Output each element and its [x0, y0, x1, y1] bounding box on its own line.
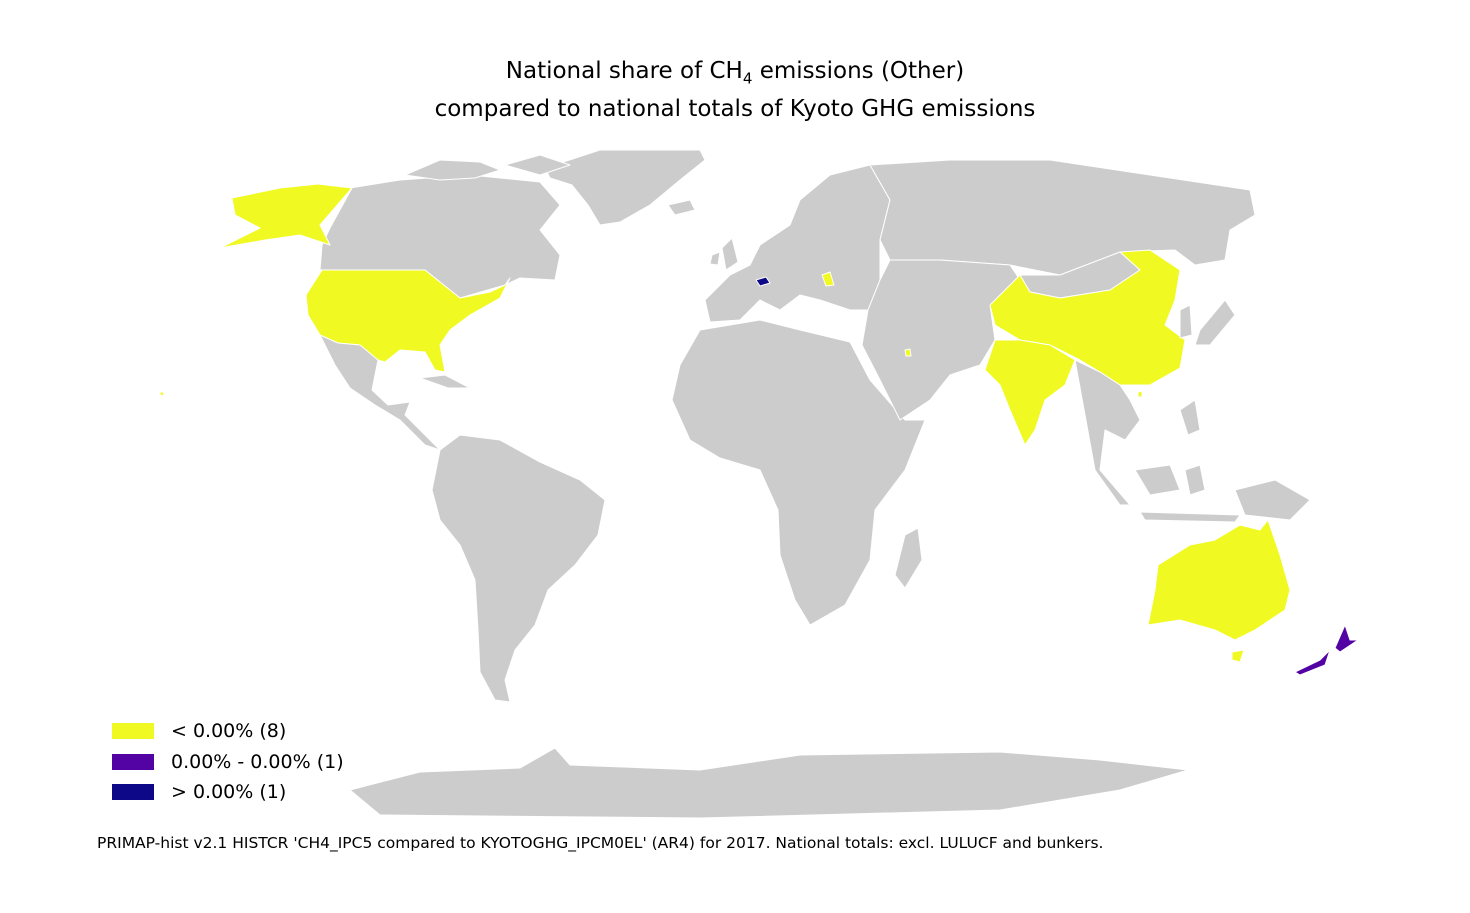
hawaii [159, 391, 165, 397]
southeast-asia [1074, 359, 1141, 506]
mexico [319, 334, 441, 451]
legend-label: 0.00% - 0.00% (1) [171, 750, 344, 773]
title-line-1: National share of CH4 emissions (Other) [505, 58, 965, 88]
legend-item-high: > 0.00% (1) [112, 777, 344, 808]
legend-item-low: < 0.00% (8) [112, 716, 344, 747]
indonesia-philippines [1134, 399, 1311, 523]
antarctica [349, 747, 1189, 819]
moldova [821, 271, 835, 287]
new-zealand [1294, 624, 1359, 676]
qatar [904, 348, 912, 357]
europe [704, 164, 891, 323]
canadian-arctic-islands [404, 154, 571, 181]
hong-kong [1137, 390, 1143, 398]
legend-label: < 0.00% (8) [171, 720, 287, 743]
australia [1147, 519, 1291, 641]
uk-ireland [709, 237, 739, 271]
legend-label: > 0.00% (1) [171, 781, 287, 804]
russia [869, 159, 1256, 276]
greenland [544, 149, 706, 226]
legend: < 0.00% (8) 0.00% - 0.00% (1) > 0.00% (1… [112, 716, 344, 808]
legend-swatch [112, 753, 154, 770]
korea-japan [1179, 299, 1236, 346]
switzerland [755, 276, 771, 287]
map-title: National share of CH4 emissions (Other) … [0, 56, 1470, 124]
tasmania [1231, 649, 1245, 663]
alaska [219, 183, 353, 249]
india [984, 339, 1076, 446]
legend-swatch [112, 784, 154, 801]
africa [671, 319, 926, 626]
source-footnote: PRIMAP-hist v2.1 HISTCR 'CH4_IPC5 compar… [97, 834, 1104, 852]
south-america [431, 434, 606, 703]
madagascar [894, 527, 923, 589]
cuba [419, 374, 471, 389]
legend-item-mid: 0.00% - 0.00% (1) [112, 747, 344, 778]
iceland [667, 199, 696, 216]
legend-swatch [112, 723, 154, 740]
title-line-2: compared to national totals of Kyoto GHG… [434, 95, 1036, 122]
title-subscript: 4 [742, 69, 753, 88]
china [989, 249, 1186, 386]
